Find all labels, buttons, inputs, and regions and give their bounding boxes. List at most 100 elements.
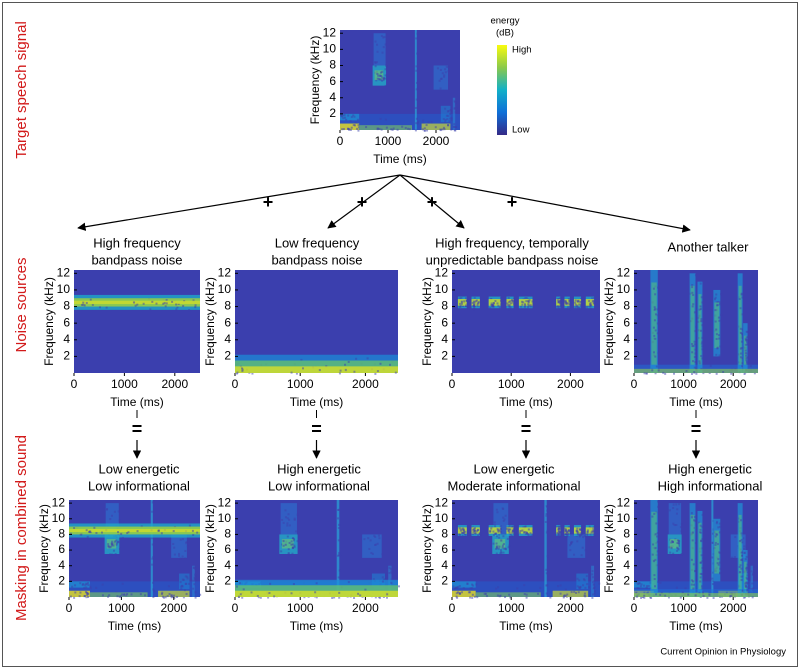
energy-speck: [576, 540, 579, 543]
energy-speck: [344, 368, 347, 371]
energy-speck: [475, 299, 478, 302]
energy-speck: [734, 536, 737, 539]
y-axis-label: Frequency (kHz): [602, 277, 616, 366]
energy-region: [744, 561, 747, 590]
energy-speck: [186, 545, 189, 548]
energy-speck: [691, 351, 694, 354]
energy-speck: [590, 531, 593, 534]
energy-speck: [494, 525, 497, 528]
energy-speck: [504, 596, 507, 599]
y-tick-label: 6: [224, 542, 231, 556]
energy-speck: [445, 65, 448, 68]
energy-speck: [110, 514, 113, 517]
energy-speck: [716, 346, 719, 349]
energy-speck: [472, 300, 475, 303]
energy-speck: [571, 540, 574, 543]
energy-region: [362, 534, 382, 558]
energy-speck: [579, 535, 582, 538]
energy-speck: [559, 534, 562, 537]
y-axis-label: Frequency (kHz): [203, 277, 217, 366]
energy-speck: [522, 301, 525, 304]
energy-speck: [466, 531, 469, 534]
energy-region: [488, 527, 501, 534]
energy-speck: [472, 307, 475, 310]
energy-speck: [281, 518, 284, 521]
energy-speck: [370, 551, 373, 554]
energy-speck: [282, 521, 285, 524]
energy-speck: [497, 304, 500, 307]
energy-speck: [746, 356, 749, 359]
energy-speck: [652, 351, 655, 354]
energy-region: [457, 527, 467, 534]
result-title: Low informational: [88, 478, 190, 493]
energy-speck: [296, 540, 299, 543]
energy-speck: [381, 79, 384, 82]
energy-speck: [739, 327, 742, 330]
y-tick-label: 8: [63, 299, 70, 313]
energy-speck: [570, 591, 573, 594]
energy-speck: [78, 595, 81, 598]
energy-speck: [691, 305, 694, 308]
x-tick-label: 0: [66, 601, 73, 615]
energy-speck: [296, 513, 299, 516]
energy-speck: [699, 576, 702, 579]
energy-speck: [691, 345, 694, 348]
energy-speck: [280, 550, 283, 553]
energy-region: [518, 527, 533, 534]
energy-speck: [164, 305, 167, 308]
energy-speck: [523, 303, 526, 306]
energy-speck: [119, 537, 122, 540]
energy-speck: [718, 354, 721, 357]
energy-speck: [354, 121, 357, 124]
energy-speck: [382, 78, 385, 81]
energy-speck: [711, 583, 714, 586]
energy-speck: [423, 129, 426, 132]
energy-speck: [237, 595, 240, 598]
energy-speck: [79, 591, 82, 594]
energy-speck: [337, 508, 340, 511]
energy-speck: [479, 533, 482, 536]
energy-speck: [93, 526, 96, 529]
result-title: High informational: [658, 478, 763, 493]
energy-speck: [637, 587, 640, 590]
energy-region: [281, 539, 294, 549]
energy-region: [452, 97, 456, 130]
energy-speck: [375, 61, 378, 64]
energy-speck: [286, 524, 289, 527]
energy-speck: [577, 307, 580, 310]
energy-speck: [657, 351, 660, 354]
spectrogram: [74, 270, 200, 373]
energy-speck: [745, 581, 748, 584]
energy-speck: [464, 533, 467, 536]
result-title: Low energetic: [474, 461, 555, 476]
energy-speck: [557, 535, 560, 538]
energy-speck: [380, 71, 383, 74]
energy-speck: [525, 297, 528, 300]
energy-speck: [383, 35, 386, 38]
energy-speck: [518, 531, 521, 534]
energy-speck: [337, 576, 340, 579]
energy-speck: [751, 596, 754, 599]
energy-speck: [715, 293, 718, 296]
energy-region: [714, 302, 720, 349]
energy-speck: [382, 46, 385, 49]
energy-speck: [559, 297, 562, 300]
energy-speck: [700, 340, 703, 343]
energy-speck: [416, 52, 419, 55]
x-tick-label: 2000: [423, 134, 450, 148]
energy-speck: [680, 530, 683, 533]
energy-speck: [460, 301, 463, 304]
energy-speck: [151, 300, 154, 303]
energy-speck: [180, 584, 183, 587]
energy-speck: [568, 544, 571, 547]
energy-speck: [507, 530, 510, 533]
energy-speck: [523, 306, 526, 309]
y-tick-label: 6: [623, 315, 630, 329]
energy-speck: [350, 115, 353, 118]
energy-speck: [176, 595, 179, 598]
energy-speck: [376, 43, 379, 46]
energy-speck: [741, 362, 744, 365]
energy-speck: [556, 526, 559, 529]
equals: =: [691, 419, 702, 439]
energy-speck: [80, 533, 83, 536]
